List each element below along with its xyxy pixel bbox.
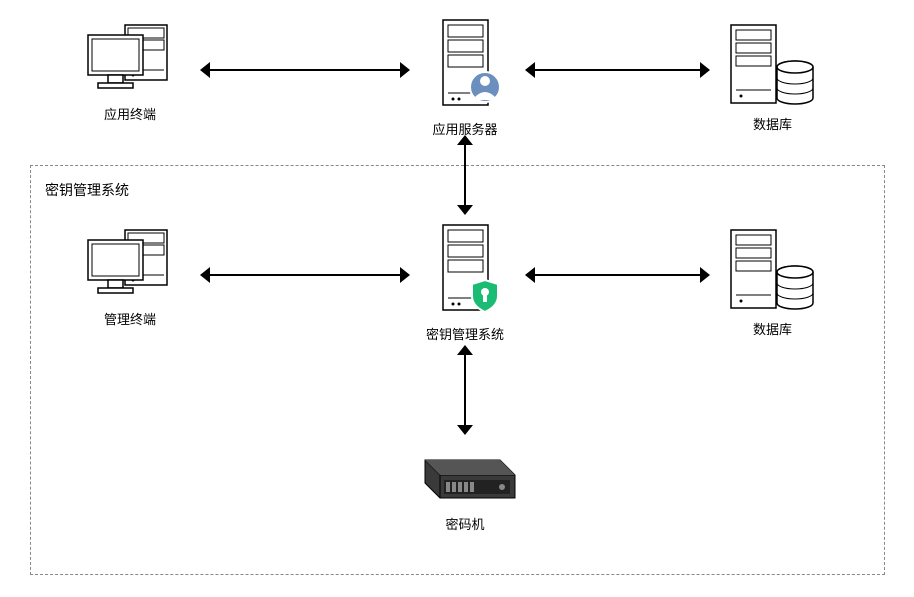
node-app-terminal: 应用终端	[80, 20, 180, 123]
desktop-icon	[83, 225, 178, 305]
db-server-icon	[723, 225, 823, 315]
diagram-canvas: 密钥管理系统 应用终端	[0, 0, 914, 597]
node-hsm: 密码机	[410, 440, 520, 533]
edge-line	[533, 69, 702, 71]
server-shield-icon	[423, 220, 508, 320]
db-server-icon	[723, 20, 823, 110]
arrow-down	[457, 205, 473, 215]
edge-line	[208, 69, 402, 71]
node-kms: 密钥管理系统	[420, 220, 510, 343]
node-label: 数据库	[753, 114, 792, 133]
arrow-left	[200, 267, 210, 283]
node-label: 数据库	[753, 319, 792, 338]
node-label: 密钥管理系统	[426, 324, 504, 343]
arrow-up	[457, 345, 473, 355]
arrow-down	[457, 425, 473, 435]
edge-line	[464, 353, 466, 427]
node-app-server: 应用服务器	[420, 15, 510, 138]
node-label: 密码机	[445, 514, 484, 533]
node-label: 应用终端	[104, 104, 156, 123]
arrow-left	[525, 267, 535, 283]
edge-line	[533, 274, 702, 276]
edge-line	[464, 143, 466, 207]
node-db-bottom: 数据库	[720, 225, 825, 338]
node-label: 应用服务器	[432, 119, 497, 138]
arrow-right	[700, 62, 710, 78]
server-user-icon	[423, 15, 508, 115]
arrow-right	[400, 62, 410, 78]
edge-line	[208, 274, 402, 276]
arrow-right	[400, 267, 410, 283]
node-mgmt-terminal: 管理终端	[80, 225, 180, 328]
desktop-icon	[83, 20, 178, 100]
rack-server-icon	[410, 440, 520, 510]
node-label: 管理终端	[104, 309, 156, 328]
arrow-left	[525, 62, 535, 78]
arrow-right	[700, 267, 710, 283]
kms-group-label: 密钥管理系统	[45, 180, 129, 200]
node-db-top: 数据库	[720, 20, 825, 133]
arrow-left	[200, 62, 210, 78]
